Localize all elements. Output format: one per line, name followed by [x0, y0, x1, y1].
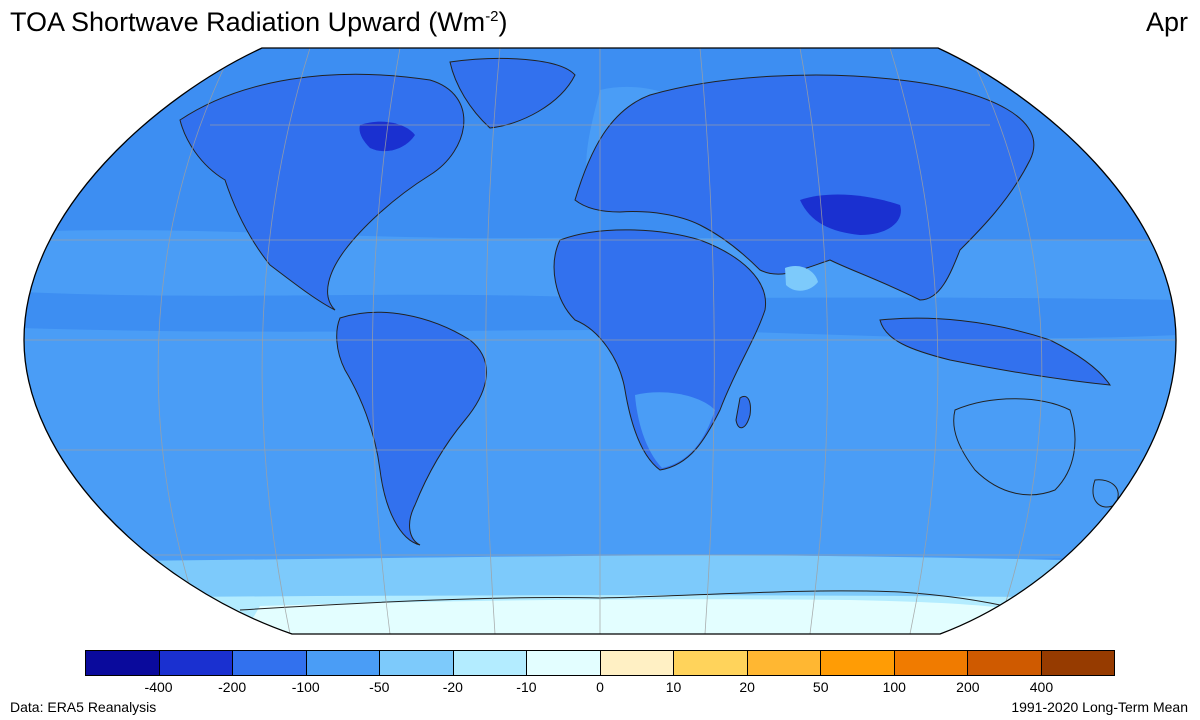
period-label: 1991-2020 Long-Term Mean — [1011, 699, 1188, 715]
southern-africa-light — [635, 392, 715, 468]
title-text: TOA Shortwave Radiation Upward (Wm — [10, 7, 486, 37]
month-label: Apr — [1145, 7, 1188, 37]
title-close: ) — [498, 7, 508, 37]
arabian-sea-light — [785, 265, 818, 291]
colorbar-segment — [1041, 651, 1114, 675]
colorbar-segment — [747, 651, 821, 675]
title-superscript: -2 — [485, 8, 499, 25]
colorbar-tick-label: 0 — [596, 679, 604, 695]
antarctica-coast — [239, 590, 1031, 613]
colorbar-tick-label: -100 — [291, 679, 320, 695]
colorbar-tick-label: 50 — [812, 679, 829, 695]
map-title: TOA Shortwave Radiation Upward (Wm-2) — [10, 2, 508, 42]
colorbar-tick-label: -400 — [144, 679, 173, 695]
colorbar-tick-label: 200 — [956, 679, 980, 695]
colorbar-segment — [674, 651, 748, 675]
colorbar-segment — [821, 651, 895, 675]
colorbar-segment — [306, 651, 380, 675]
colorbar-segment — [380, 651, 454, 675]
colorbar-segment — [233, 651, 307, 675]
colorbar-tick-label: 10 — [665, 679, 682, 695]
colorbar — [85, 650, 1115, 676]
colorbar-tick-label: 100 — [882, 679, 906, 695]
colorbar-segment — [968, 651, 1042, 675]
map-field — [24, 48, 1176, 634]
colorbar-segment — [453, 651, 527, 675]
colorbar-tick-label: 400 — [1029, 679, 1054, 695]
tibet-dark — [800, 194, 901, 235]
colorbar-tick-label: -50 — [369, 679, 390, 695]
hudson-dark — [359, 121, 415, 152]
colorbar-ticks: -400 -200 -100 -50 -20 -10 0 10 20 50 100 200 400 — [85, 679, 1115, 699]
madagascar — [735, 395, 751, 429]
greenland — [449, 57, 576, 129]
australia — [953, 398, 1076, 496]
colorbar-segment — [86, 651, 160, 675]
colorbar-tick-label: -20 — [442, 679, 463, 695]
antarctica-field — [240, 599, 1030, 634]
colorbar-segment — [527, 651, 601, 675]
data-source: Data: ERA5 Reanalysis — [10, 699, 157, 715]
colorbar-segment — [894, 651, 968, 675]
colorbar-tick-label: -10 — [516, 679, 537, 695]
colorbar-tick-label: -200 — [218, 679, 247, 695]
europe-asia — [574, 74, 1035, 301]
globe-outline — [23, 47, 1177, 635]
graticule — [25, 48, 1175, 634]
colorbar-segment — [159, 651, 233, 675]
colorbar-tick-label: 20 — [739, 679, 755, 695]
colorbar-segment — [600, 651, 674, 675]
